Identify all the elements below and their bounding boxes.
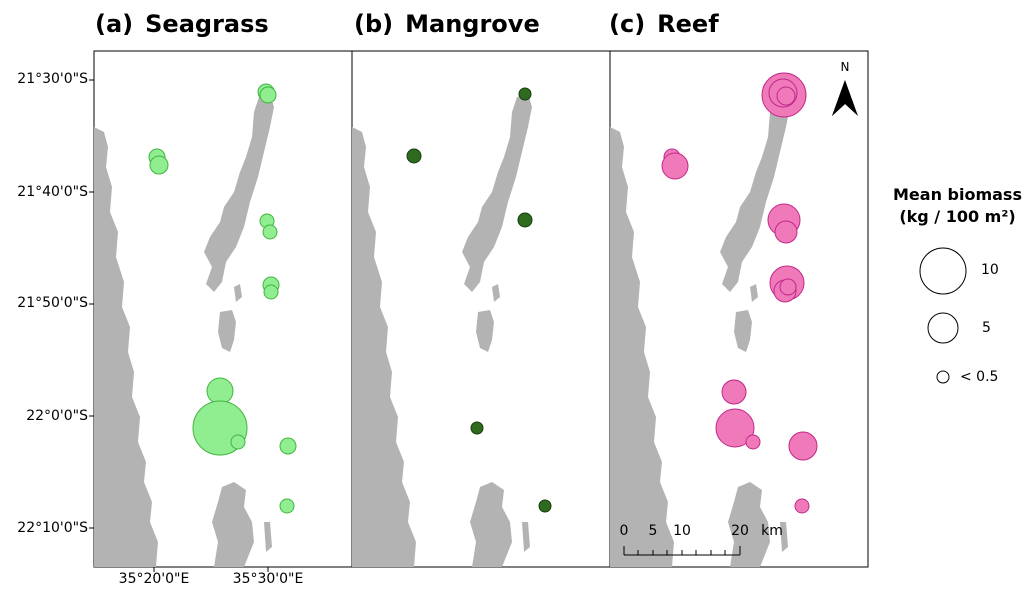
legend-circle-5 bbox=[927, 312, 959, 344]
panel-letter: (a) bbox=[95, 10, 134, 38]
biomass-point bbox=[538, 499, 552, 513]
longitude-label: 35°20'0"E bbox=[118, 571, 190, 587]
latitude-label: 21°50'0"S bbox=[17, 295, 88, 311]
map-panel-mangrove bbox=[351, 50, 611, 568]
panel-name: Mangrove bbox=[405, 10, 540, 38]
biomass-points bbox=[661, 72, 818, 514]
biomass-point bbox=[230, 434, 246, 450]
panel-title-mangrove: (b) Mangrove bbox=[354, 10, 540, 38]
biomass-point bbox=[406, 148, 422, 164]
biomass-point bbox=[788, 431, 818, 461]
scale-tick-label: 5 bbox=[649, 523, 658, 539]
biomass-point bbox=[776, 86, 796, 106]
biomass-point bbox=[149, 155, 169, 175]
biomass-point bbox=[745, 434, 761, 450]
axis-ticks bbox=[89, 79, 269, 572]
longitude-label: 35°30'0"E bbox=[232, 571, 304, 587]
scale-tick-label: 20 bbox=[731, 523, 749, 539]
biomass-point bbox=[279, 437, 297, 455]
legend-circle-0.5 bbox=[936, 370, 950, 384]
legend-label-0.5: < 0.5 bbox=[960, 369, 999, 385]
biomass-point bbox=[794, 498, 810, 514]
legend-circle-10 bbox=[919, 247, 967, 295]
scale-tick-label: 10 bbox=[673, 523, 691, 539]
biomass-point bbox=[661, 152, 689, 180]
panel-title-seagrass: (a) Seagrass bbox=[95, 10, 269, 38]
biomass-point bbox=[470, 421, 484, 435]
scale-bar bbox=[623, 546, 741, 556]
latitude-label: 21°40'0"S bbox=[17, 184, 88, 200]
biomass-point bbox=[721, 379, 747, 405]
legend-label-10: 10 bbox=[981, 262, 999, 278]
latitude-label: 22°0'0"S bbox=[26, 408, 88, 424]
legend-title-line2: (kg / 100 m²) bbox=[899, 207, 1016, 226]
map-panel-reef: N 0 5 10 20 km bbox=[609, 50, 869, 568]
scale-tick-label: 0 bbox=[620, 523, 629, 539]
panel-name: Seagrass bbox=[145, 10, 269, 38]
map-panel-seagrass bbox=[93, 50, 353, 568]
north-label: N bbox=[841, 60, 850, 74]
biomass-point bbox=[206, 377, 234, 405]
legend-title: Mean biomass (kg / 100 m²) bbox=[880, 184, 1035, 228]
biomass-point bbox=[262, 224, 278, 240]
panel-letter: (c) bbox=[609, 10, 646, 38]
legend-label-5: 5 bbox=[982, 320, 991, 336]
north-arrow-icon bbox=[832, 80, 858, 116]
biomass-point bbox=[517, 212, 533, 228]
biomass-point bbox=[259, 86, 277, 104]
latitude-label: 22°10'0"S bbox=[17, 520, 88, 536]
biomass-point bbox=[715, 408, 755, 448]
panel-letter: (b) bbox=[354, 10, 394, 38]
biomass-point bbox=[774, 220, 798, 244]
panel-name: Reef bbox=[657, 10, 719, 38]
biomass-point bbox=[263, 284, 279, 300]
latitude-label: 21°30'0"S bbox=[17, 71, 88, 87]
legend-symbols bbox=[919, 247, 967, 384]
biomass-points bbox=[406, 87, 552, 513]
legend-title-line1: Mean biomass bbox=[893, 185, 1022, 204]
biomass-point bbox=[779, 278, 797, 296]
panel-title-reef: (c) Reef bbox=[609, 10, 719, 38]
biomass-point bbox=[518, 87, 532, 101]
biomass-points bbox=[148, 83, 297, 514]
biomass-point bbox=[279, 498, 295, 514]
scale-unit-label: km bbox=[761, 523, 783, 539]
